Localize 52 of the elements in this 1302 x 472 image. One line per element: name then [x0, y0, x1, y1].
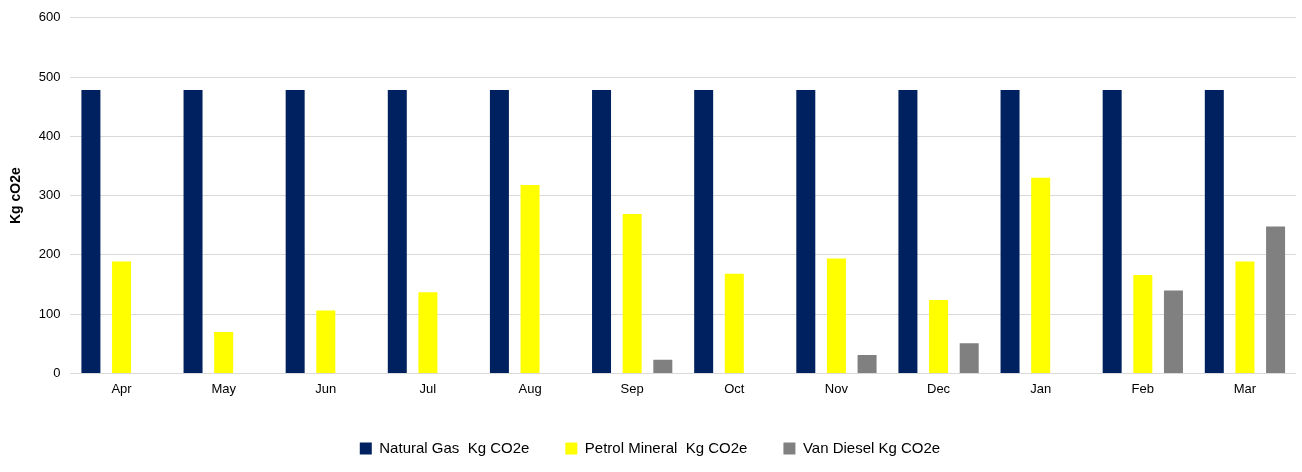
bar [826, 258, 846, 373]
y-tick-label: 500 [38, 68, 61, 84]
bar [796, 90, 816, 373]
bar [520, 184, 540, 373]
bar [387, 90, 407, 373]
bar [1031, 177, 1051, 373]
y-axis-title: Kg cO2e [7, 166, 24, 225]
bar [724, 273, 744, 373]
x-tick-label: Aug [518, 380, 542, 396]
legend-label: Petrol Mineral Kg CO2e [584, 438, 748, 456]
bar [592, 90, 612, 373]
bar [1204, 90, 1224, 373]
bar [653, 359, 673, 373]
bar [929, 299, 949, 373]
bar [1235, 261, 1255, 373]
x-tick-label: May [211, 380, 237, 396]
bar [694, 90, 714, 373]
x-tick-label: Jan [1030, 380, 1052, 396]
bar [285, 90, 305, 373]
x-tick-label: Nov [824, 380, 849, 396]
x-tick-label: Dec [927, 380, 951, 396]
x-tick-label: Sep [620, 380, 644, 396]
y-tick-label: 100 [38, 305, 61, 321]
x-tick-label: Jun [315, 380, 337, 396]
bar [622, 213, 642, 373]
x-tick-label: Apr [111, 380, 133, 396]
bar [183, 90, 203, 373]
y-tick-label: 600 [38, 9, 61, 25]
bar [1163, 290, 1183, 373]
x-tick-label: Mar [1233, 380, 1257, 396]
bar [898, 90, 918, 373]
bar [1000, 90, 1020, 373]
legend-label: Natural Gas Kg CO2e [379, 438, 530, 456]
bar [489, 90, 509, 373]
bar [214, 331, 234, 373]
bar [1102, 90, 1122, 373]
bar [959, 343, 979, 373]
bar [857, 355, 877, 373]
y-tick-label: 300 [38, 187, 61, 203]
y-tick-label: 400 [38, 127, 61, 143]
y-tick-label: 0 [53, 364, 61, 380]
bar [1266, 226, 1286, 373]
y-tick-label: 200 [38, 246, 61, 262]
bar [316, 310, 336, 373]
legend-label: Van Diesel Kg CO2e [802, 438, 941, 456]
x-tick-label: Jul [419, 380, 437, 396]
bar [81, 90, 101, 373]
bar [112, 261, 132, 373]
bar [1133, 275, 1153, 373]
x-tick-label: Oct [724, 380, 745, 396]
bar [418, 292, 438, 373]
x-tick-label: Feb [1131, 380, 1155, 396]
